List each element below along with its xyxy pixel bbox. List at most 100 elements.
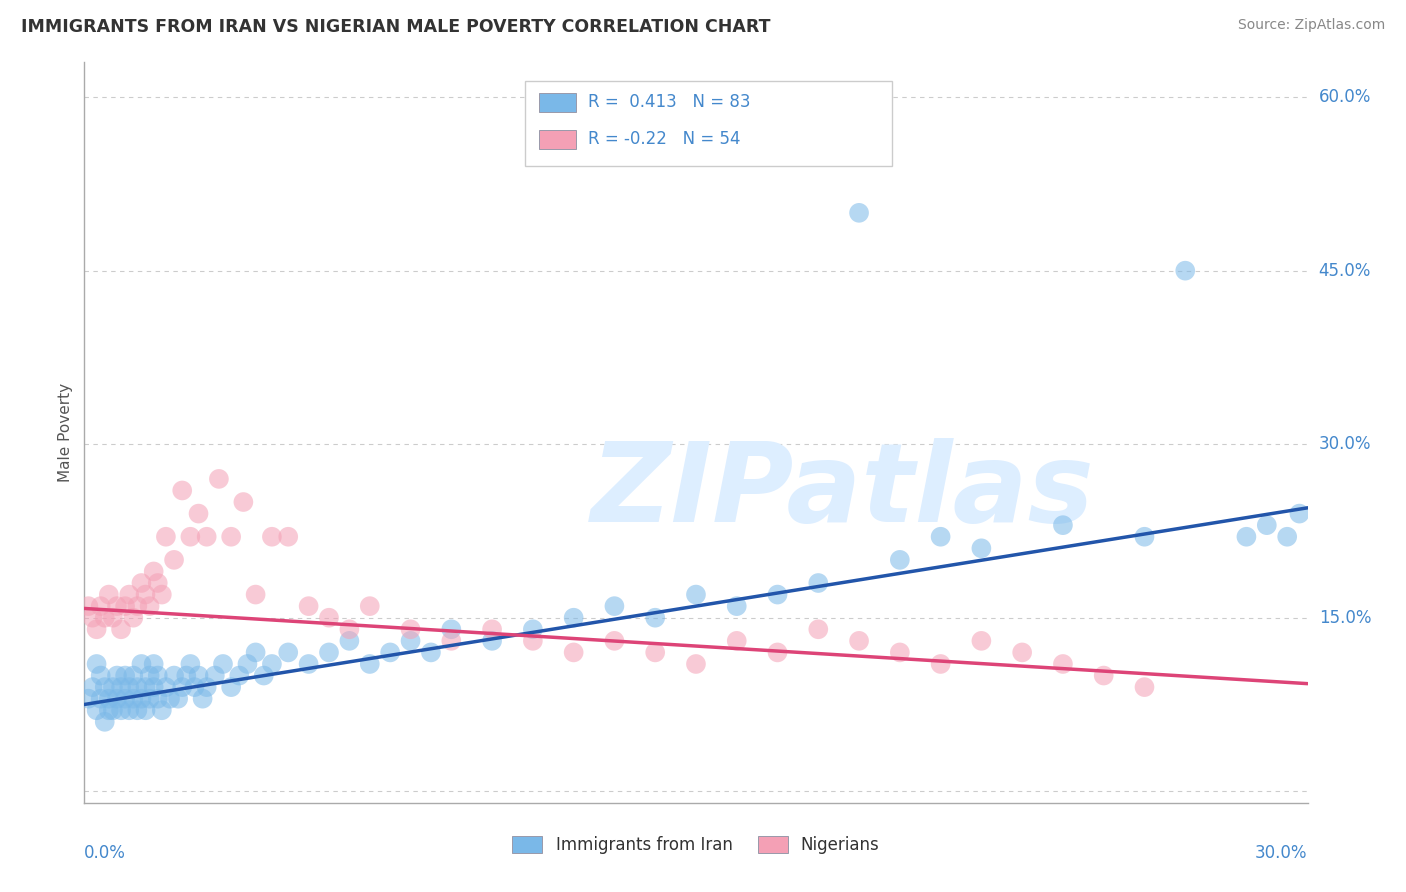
Point (187, 668, 209, 682)
Point (766, 645, 789, 659)
Point (77, 691, 100, 706)
Text: IMMIGRANTS FROM IRAN VS NIGERIAN MALE POVERTY CORRELATION CHART: IMMIGRANTS FROM IRAN VS NIGERIAN MALE PO… (21, 18, 770, 36)
Point (86, 622, 108, 636)
Text: 30.0%: 30.0% (1256, 844, 1308, 862)
Point (86, 657, 108, 671)
Point (232, 495, 254, 509)
Point (1277, 530, 1299, 544)
Point (155, 680, 177, 694)
Point (90, 691, 112, 706)
Point (142, 565, 165, 579)
Point (187, 507, 209, 521)
Text: 0.0%: 0.0% (84, 844, 127, 862)
Point (131, 576, 153, 591)
Point (359, 599, 381, 614)
Point (440, 622, 463, 636)
Point (93, 714, 115, 729)
Point (138, 691, 160, 706)
Point (318, 645, 340, 659)
Point (93, 680, 115, 694)
Point (848, 633, 870, 648)
Point (122, 668, 145, 682)
Text: 15.0%: 15.0% (1319, 608, 1371, 627)
Point (380, 645, 402, 659)
Legend: Immigrants from Iran, Nigerians: Immigrants from Iran, Nigerians (506, 830, 886, 861)
Point (277, 530, 299, 544)
Point (725, 599, 748, 614)
Point (131, 657, 153, 671)
Point (245, 588, 267, 602)
Point (260, 657, 283, 671)
Point (135, 703, 157, 717)
Point (118, 703, 141, 717)
Point (155, 530, 177, 544)
Point (138, 599, 160, 614)
Text: Source: ZipAtlas.com: Source: ZipAtlas.com (1237, 18, 1385, 32)
Point (440, 633, 463, 648)
Point (1092, 668, 1115, 682)
Point (174, 668, 197, 682)
Point (101, 703, 124, 717)
Point (1256, 518, 1278, 533)
Point (114, 599, 136, 614)
Point (212, 657, 235, 671)
Point (1052, 657, 1074, 671)
Point (298, 599, 321, 614)
Point (127, 680, 149, 694)
Point (167, 691, 190, 706)
Point (77, 599, 100, 614)
Point (163, 668, 186, 682)
Point (97, 691, 120, 706)
Point (339, 633, 361, 648)
Point (138, 668, 160, 682)
Point (142, 680, 165, 694)
Point (110, 622, 132, 636)
Point (90, 668, 112, 682)
Point (1011, 645, 1033, 659)
Point (146, 576, 169, 591)
Point (848, 206, 870, 220)
Point (929, 657, 952, 671)
Point (195, 530, 218, 544)
Point (298, 657, 321, 671)
Point (122, 691, 145, 706)
Point (685, 588, 707, 602)
Point (82, 680, 104, 694)
FancyBboxPatch shape (540, 130, 576, 149)
Point (150, 703, 173, 717)
Point (522, 633, 544, 648)
Text: ZIPatlas: ZIPatlas (591, 438, 1095, 545)
Point (118, 588, 141, 602)
Point (399, 633, 422, 648)
Point (766, 588, 789, 602)
Point (97, 588, 120, 602)
Point (172, 680, 194, 694)
Point (260, 530, 283, 544)
Text: 60.0%: 60.0% (1319, 88, 1371, 106)
Point (191, 691, 214, 706)
Text: R =  0.413   N = 83: R = 0.413 N = 83 (588, 94, 751, 112)
Point (219, 530, 242, 544)
Point (359, 657, 381, 671)
Text: 45.0%: 45.0% (1319, 261, 1371, 280)
Point (114, 691, 136, 706)
Point (1133, 530, 1156, 544)
Point (253, 668, 276, 682)
Point (562, 611, 585, 625)
Point (277, 645, 299, 659)
Point (131, 691, 153, 706)
Point (644, 611, 666, 625)
Point (101, 680, 124, 694)
Point (105, 691, 128, 706)
Y-axis label: Male Poverty: Male Poverty (58, 383, 73, 483)
Point (889, 553, 911, 567)
Point (114, 668, 136, 682)
Point (183, 680, 205, 694)
Point (208, 472, 231, 486)
Point (889, 645, 911, 659)
Point (807, 622, 830, 636)
Text: 30.0%: 30.0% (1319, 435, 1371, 453)
Point (135, 588, 157, 602)
Point (146, 691, 169, 706)
FancyBboxPatch shape (540, 93, 576, 112)
